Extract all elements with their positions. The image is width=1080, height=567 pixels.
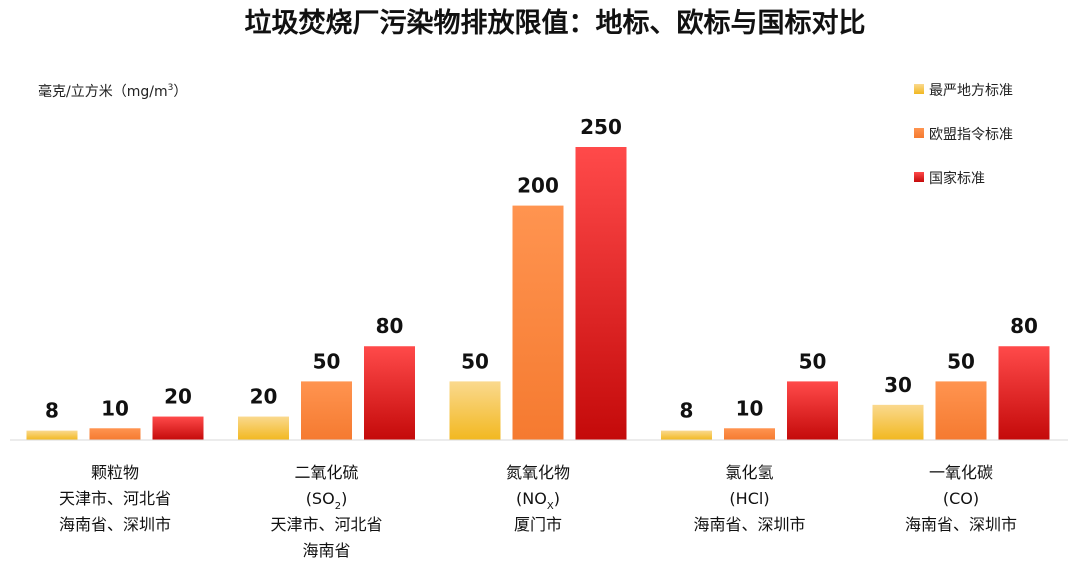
category-label-1-line1: 颗粒物 (91, 463, 139, 482)
data-label-series1-cat5: 30 (884, 373, 912, 397)
data-label-series3-cat1: 20 (164, 385, 192, 409)
category-label-subscript: X (547, 501, 554, 512)
bar-series1-cat3 (449, 381, 501, 440)
bar-series3-cat2 (364, 346, 415, 440)
category-label-text: (HCl) (729, 489, 769, 508)
category-label-text: (CO) (943, 489, 979, 508)
category-label-2-line2: (SO2) (306, 489, 348, 512)
bar-series1-cat1 (26, 430, 78, 440)
category-label-3-line3: 厦门市 (514, 515, 562, 534)
bar-series3-cat4 (787, 381, 838, 440)
category-label-text: 天津市、河北省 (270, 515, 382, 534)
data-label-series3-cat2: 80 (376, 314, 404, 338)
data-label-series2-cat3: 200 (517, 174, 559, 198)
legend-swatch-3 (914, 172, 924, 182)
category-label-text: 天津市、河北省 (59, 489, 171, 508)
category-label-4-line3: 海南省、深圳市 (693, 515, 805, 534)
bar-series3-cat1 (152, 416, 204, 440)
category-label-5-line3: 海南省、深圳市 (905, 515, 1017, 534)
category-label-text: 海南省 (302, 541, 350, 560)
data-label-series1-cat1: 8 (45, 399, 59, 423)
category-label-3-line1: 氮氧化物 (506, 463, 570, 482)
bar-series2-cat5 (935, 381, 987, 440)
category-label-text: 氮氧化物 (506, 463, 570, 482)
data-label-series3-cat4: 50 (799, 349, 827, 373)
bar-series3-cat5 (998, 346, 1050, 440)
category-label-tail: ) (341, 489, 347, 508)
category-label-tail: ) (554, 489, 560, 508)
bar-series2-cat3 (512, 205, 564, 440)
bar-series3-cat3 (575, 147, 627, 440)
data-label-series3-cat5: 80 (1010, 314, 1038, 338)
category-label-text: 海南省、深圳市 (693, 515, 805, 534)
y-axis-label-close: ） (173, 84, 187, 100)
category-label-text: (NO (516, 489, 547, 508)
data-label-series2-cat1: 10 (101, 396, 129, 420)
bars: 8 20 50 8 30 10 50 200 10 50 20 80 250 50 80 (26, 115, 1050, 440)
category-label-text: 氯化氢 (725, 463, 773, 482)
data-label-series1-cat2: 20 (250, 385, 278, 409)
category-label-5-line2: (CO) (943, 489, 979, 508)
category-label-text: 二氧化硫 (294, 463, 358, 482)
category-label-1-line3: 海南省、深圳市 (59, 515, 171, 534)
chart-title: 垃圾焚烧厂污染物排放限值：地标、欧标与国标对比 (245, 7, 866, 39)
category-label-text: 一氧化碳 (929, 463, 993, 482)
category-label-3-line2: (NOX) (516, 489, 560, 512)
bar-series2-cat4 (724, 428, 775, 440)
legend-label-1: 最严地方标准 (929, 83, 1013, 99)
data-label-series2-cat4: 10 (736, 396, 764, 420)
legend-label-2: 欧盟指令标准 (929, 127, 1013, 143)
category-label-text: 海南省、深圳市 (905, 515, 1017, 534)
bar-series1-cat5 (872, 404, 924, 440)
category-labels: 颗粒物天津市、河北省海南省、深圳市二氧化硫(SO2)天津市、河北省海南省氮氧化物… (59, 463, 1017, 560)
y-axis-label: 毫克/立方米（mg/m3） (38, 83, 187, 100)
bar-series2-cat2 (301, 381, 352, 440)
bar-series2-cat1 (89, 428, 141, 440)
bar-series1-cat2 (238, 416, 289, 440)
category-label-4-line1: 氯化氢 (725, 463, 773, 482)
category-label-text: 海南省、深圳市 (59, 515, 171, 534)
data-label-series3-cat3: 250 (580, 115, 622, 139)
category-label-2-line3: 天津市、河北省 (270, 515, 382, 534)
legend-swatch-1 (914, 84, 924, 94)
y-axis-label-main: 毫克/立方米（mg/m (38, 83, 168, 100)
category-label-2-line4: 海南省 (302, 541, 350, 560)
data-label-series1-cat3: 50 (461, 349, 489, 373)
bar-series1-cat4 (661, 430, 712, 440)
data-label-series2-cat2: 50 (313, 349, 341, 373)
category-label-text: 颗粒物 (91, 463, 139, 482)
category-label-subscript: 2 (335, 501, 341, 512)
y-axis-label-sup: 3 (168, 83, 174, 93)
category-label-5-line1: 一氧化碳 (929, 463, 993, 482)
category-label-2-line1: 二氧化硫 (294, 463, 358, 482)
data-label-series2-cat5: 50 (947, 349, 975, 373)
legend-label-3: 国家标准 (929, 170, 985, 187)
category-label-4-line2: (HCl) (729, 489, 769, 508)
legend-swatch-2 (914, 128, 924, 138)
data-label-series1-cat4: 8 (680, 399, 694, 423)
category-label-1-line2: 天津市、河北省 (59, 489, 171, 508)
category-label-text: (SO (306, 489, 335, 508)
category-label-text: 厦门市 (514, 515, 562, 534)
